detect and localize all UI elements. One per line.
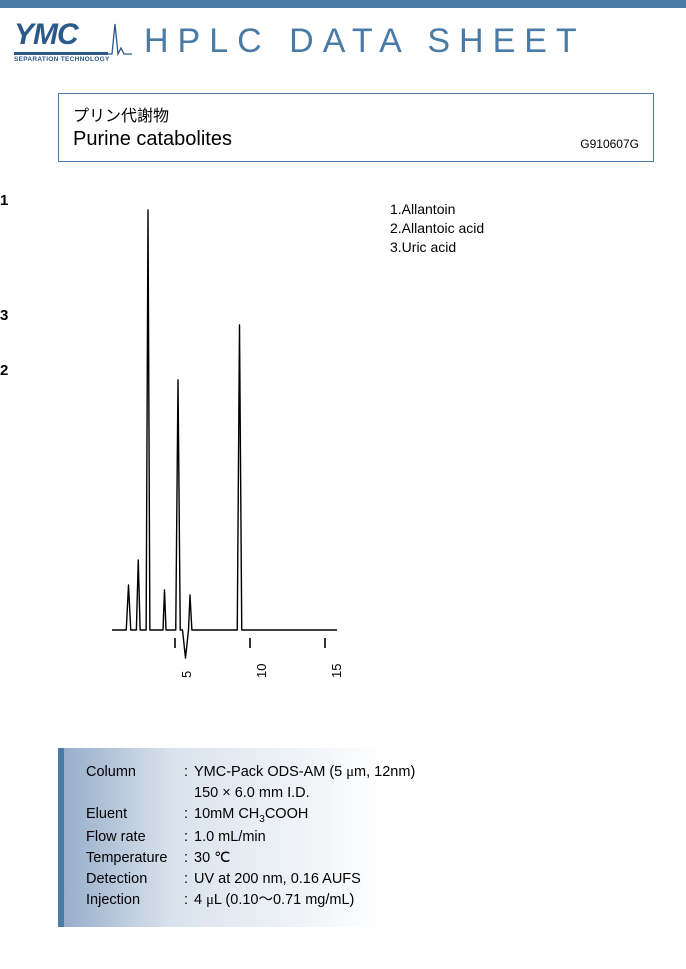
param-row: Flow rate:1.0 mL/min <box>86 827 638 848</box>
title-code: G910607G <box>580 137 639 151</box>
param-value: 1.0 mL/min <box>194 827 638 848</box>
param-row: Eluent:10mM CH3COOH <box>86 804 638 827</box>
x-tick-label: 10 <box>254 664 269 678</box>
param-row: Temperature:30 ℃ <box>86 848 638 869</box>
chart-area: 1 2 3 5 10 15 1.Allantoin2.Allantoic acid3.U… <box>0 190 686 730</box>
peak-label: 2 <box>0 362 8 379</box>
logo-underline <box>14 52 108 55</box>
param-value: UV at 200 nm, 0.16 AUFS <box>194 869 638 890</box>
title-japanese: プリン代謝物 <box>73 102 639 126</box>
param-label: Column <box>86 762 184 783</box>
param-colon: : <box>184 762 194 783</box>
param-label: Eluent <box>86 804 184 827</box>
parameters-block: Column:YMC-Pack ODS-AM (5 μm, 12nm) 150 … <box>58 748 654 927</box>
param-colon: : <box>184 827 194 848</box>
x-tick-label: 5 <box>179 671 194 678</box>
param-row: 150 × 6.0 mm I.D. <box>86 783 638 804</box>
logo-text: YMC <box>14 20 122 50</box>
title-block: プリン代謝物 Purine catabolites G910607G <box>58 93 654 162</box>
param-colon: : <box>184 890 194 911</box>
param-colon: : <box>184 848 194 869</box>
param-colon <box>184 783 194 804</box>
title-english: Purine catabolites <box>73 128 639 151</box>
param-label: Injection <box>86 890 184 911</box>
param-value: 10mM CH3COOH <box>194 804 638 827</box>
x-tick-label: 15 <box>329 664 344 678</box>
param-label: Flow rate <box>86 827 184 848</box>
peak-label: 3 <box>0 307 8 324</box>
param-row: Column:YMC-Pack ODS-AM (5 μm, 12nm) <box>86 762 638 783</box>
logo-subtitle: SEPARATION TECHNOLOGY <box>14 56 122 63</box>
param-value: YMC-Pack ODS-AM (5 μm, 12nm) <box>194 762 638 783</box>
param-colon: : <box>184 869 194 890</box>
header: YMC SEPARATION TECHNOLOGY HPLC DATA SHEE… <box>0 8 686 63</box>
param-colon: : <box>184 804 194 827</box>
param-label <box>86 783 184 804</box>
param-value: 30 ℃ <box>194 848 638 869</box>
param-value: 150 × 6.0 mm I.D. <box>194 783 638 804</box>
chromatogram <box>80 190 370 690</box>
legend-item: 2.Allantoic acid <box>390 219 484 238</box>
peak-legend: 1.Allantoin2.Allantoic acid3.Uric acid <box>390 200 484 257</box>
param-value: 4 μL (0.10～0.71 mg/mL) <box>194 890 638 911</box>
param-row: Detection:UV at 200 nm, 0.16 AUFS <box>86 869 638 890</box>
page-title: HPLC DATA SHEET <box>144 22 586 61</box>
top-bar <box>0 0 686 8</box>
param-row: Injection:4 μL (0.10～0.71 mg/mL) <box>86 890 638 911</box>
logo: YMC SEPARATION TECHNOLOGY <box>14 20 122 63</box>
param-label: Temperature <box>86 848 184 869</box>
legend-item: 3.Uric acid <box>390 238 484 257</box>
logo-peak-icon <box>108 18 132 58</box>
param-label: Detection <box>86 869 184 890</box>
legend-item: 1.Allantoin <box>390 200 484 219</box>
peak-label: 1 <box>0 192 8 209</box>
